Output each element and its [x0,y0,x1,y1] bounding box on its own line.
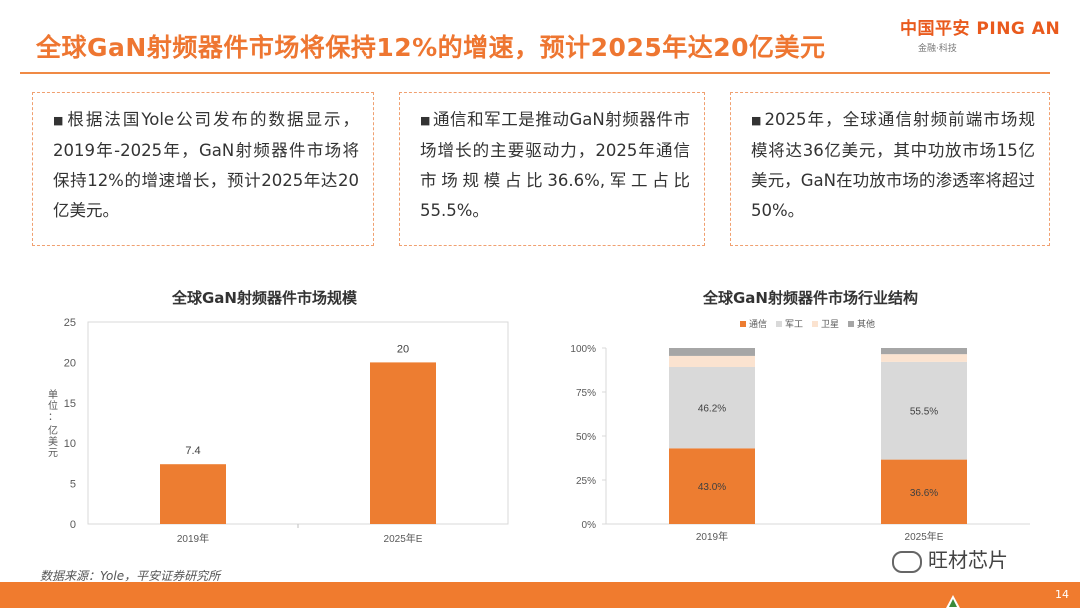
text-box-market-growth: ■ 根据法国Yole公司发布的数据显示，2019年-2025年，GaN射频器件市场… [32,92,374,246]
x-tick-label: 2025年E [384,532,423,545]
stacked-bar-segment [669,355,755,368]
y-tick-label: 25 [64,317,76,329]
svg-text:美: 美 [48,435,58,448]
segment-data-label: 36.6% [910,488,938,499]
y-tick-label: 0% [582,520,597,531]
title-divider [20,72,1050,74]
svg-text:元: 元 [48,448,58,459]
bar [160,464,226,524]
stacked-bar-segment [669,348,755,356]
text-box-content: 根据法国Yole公司发布的数据显示，2019年-2025年，GaN射频器件市场将… [53,110,359,220]
x-tick-label: 2025年E [905,530,944,543]
stacked-bar-segment [881,459,967,524]
y-tick-label: 15 [64,398,76,410]
legend-label: 通信 [749,318,767,329]
legend-swatch [776,321,782,327]
industry-structure-chart-title: 全球GaN射频器件市场行业结构 [703,289,918,307]
bullet-icon: ■ [751,113,763,127]
y-tick-label: 25% [576,476,596,487]
data-source-note: 数据来源：Yole，平安证券研究所 [40,569,221,583]
wechat-watermark: 旺材芯片 [892,544,1008,573]
bar [370,362,436,524]
footer-tree-icon [946,595,960,608]
text-box-drivers: ■ 通信和军工是推动GaN射频器件市场增长的主要驱动力，2025年通信市场规模占比… [399,92,705,246]
y-tick-label: 5 [70,479,76,491]
ping-an-logo: 中国平安 PING AN 金融·科技 [900,14,1070,54]
logo-subtext: 金融·科技 [918,44,957,54]
y-tick-label: 0 [70,519,76,531]
y-tick-label: 100% [570,344,596,355]
y-tick-label: 50% [576,432,596,443]
legend-label: 其他 [857,318,875,329]
watermark-text: 旺材芯片 [928,548,1008,572]
segment-data-label: 55.5% [910,407,938,418]
y-tick-label: 10 [64,438,76,450]
legend-swatch [812,321,818,327]
legend-swatch [848,321,854,327]
stacked-bar-segment [669,448,755,524]
x-tick-label: 2019年 [696,530,728,543]
industry-structure-stacked-chart: 通信 军工 卫星 其他 0% 25% 50% 75% 100% 43.0% 46.2% 2019年 36… [570,318,1030,543]
svg-text:：: ： [48,412,58,423]
bullet-icon: ■ [53,113,66,127]
stacked-bar-segment [669,367,755,449]
footer-bar [0,582,1080,608]
bar-data-label: 20 [397,343,409,355]
legend-swatch [740,321,746,327]
wechat-icon [892,550,922,573]
stacked-bar-segment [881,348,967,355]
stacked-bar-segment [881,354,967,362]
segment-data-label: 43.0% [698,482,726,493]
page-number: 14 [1055,588,1069,601]
text-box-rf-frontend: ■ 2025年，全球通信射频前端市场规模将达36亿美元，其中功放市场15亿美元，G… [730,92,1050,246]
legend-label: 卫星 [821,319,839,329]
logo-text: 中国平安 PING AN [900,19,1061,39]
x-tick-label: 2019年 [177,532,209,545]
bar-data-label: 7.4 [185,445,200,457]
stacked-bar-segment [881,361,967,460]
svg-text:位: 位 [48,399,58,412]
text-box-content: 2025年，全球通信射频前端市场规模将达36亿美元，其中功放市场15亿美元，Ga… [751,110,1035,220]
market-size-chart-title: 全球GaN射频器件市场规模 [172,289,357,307]
market-size-bar-chart: 0 5 10 15 20 25 单位：亿美元 7.4 2019年 20 2025年E [48,317,509,545]
svg-text:亿: 亿 [48,424,58,437]
svg-text:单: 单 [48,389,58,401]
y-tick-label: 20 [64,357,76,369]
text-box-content: 通信和军工是推动GaN射频器件市场增长的主要驱动力，2025年通信市场规模占比3… [420,110,690,220]
y-axis-label: 单位：亿美元 [48,389,58,459]
segment-data-label: 46.2% [698,404,726,415]
plot-area-border [87,321,509,525]
bullet-icon: ■ [420,113,431,127]
slide-title: 全球GaN射频器件市场将保持12%的增速，预计2025年达20亿美元 [36,33,826,62]
y-tick-label: 75% [576,388,596,399]
legend-label: 军工 [785,319,803,329]
